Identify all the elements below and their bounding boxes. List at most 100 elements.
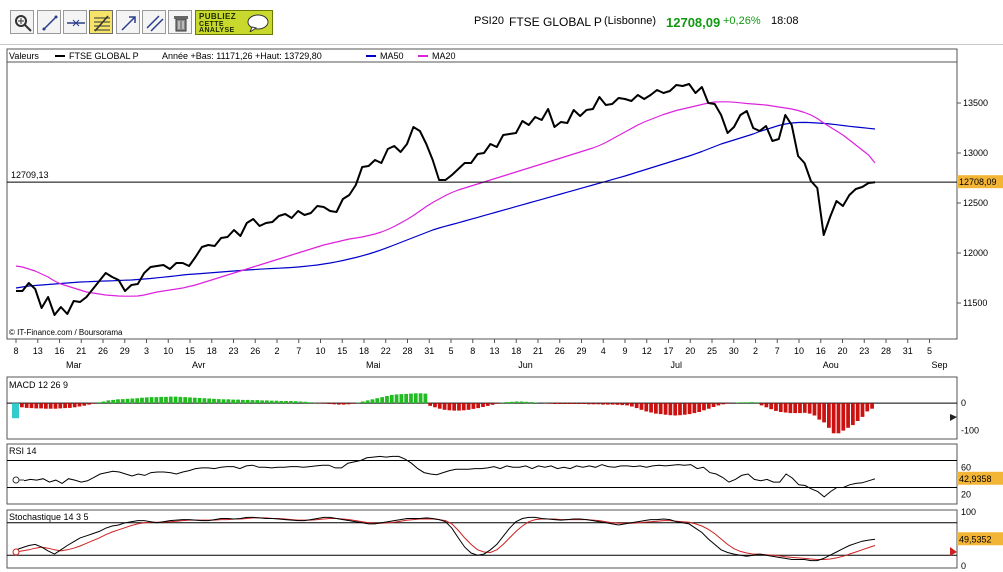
delete-tool-button[interactable]	[168, 10, 192, 34]
xtick-label: 18	[359, 346, 369, 356]
xtick-label: 30	[729, 346, 739, 356]
xtick-label: 20	[837, 346, 847, 356]
stochastic-panel: Stochastique 14 3 5 10050049,5352	[6, 507, 1003, 571]
reference-price-label: 12709,13	[11, 170, 49, 180]
stochastic-last-value: 49,5352	[959, 534, 992, 544]
macd-bar	[654, 403, 658, 414]
charts-canvas: Valeurs FTSE GLOBAL P Année +Bas: 11171,…	[6, 48, 1003, 571]
macd-bar	[817, 403, 822, 420]
macd-bar	[24, 403, 29, 408]
macd-bar	[265, 400, 269, 404]
parallel-lines-tool-button[interactable]	[142, 10, 166, 34]
speech-bubble-icon	[247, 14, 269, 32]
macd-bar	[332, 403, 336, 405]
trash-icon	[174, 16, 188, 32]
macd-bar	[29, 403, 34, 409]
macd-bar	[481, 403, 485, 407]
macd-bar	[740, 402, 745, 404]
macd-bar	[164, 396, 168, 404]
macd-bar	[389, 394, 394, 404]
macd-bar	[558, 403, 562, 404]
macd-bar	[577, 403, 581, 404]
zoom-tool-button[interactable]	[10, 10, 34, 34]
macd-scroll-arrow-icon[interactable]	[950, 414, 957, 421]
xtick-label: 2	[753, 346, 758, 356]
macd-bar	[586, 403, 591, 405]
macd-bar	[241, 399, 245, 404]
xtick-label: 9	[622, 346, 627, 356]
xtick-label: 13	[489, 346, 499, 356]
parallel-lines-icon	[146, 15, 164, 32]
price-header-label: Valeurs	[9, 51, 39, 61]
macd-bar	[769, 403, 774, 410]
price-ytick-label: 12000	[963, 248, 988, 258]
horizontal-line-tool-button[interactable]	[63, 10, 87, 34]
ad-line-3: ANALYSE	[199, 27, 235, 34]
macd-bar	[361, 401, 365, 404]
macd-bar	[77, 403, 82, 407]
trend-arrow-icon	[121, 16, 136, 31]
macd-bar	[639, 403, 644, 410]
macd-bar	[519, 401, 524, 404]
quote-change: +0,26%	[723, 15, 761, 27]
macd-bar	[346, 403, 351, 405]
macd-bar	[461, 403, 466, 411]
macd-bar	[188, 397, 192, 404]
stochastic-handle-icon[interactable]	[12, 548, 20, 556]
macd-bar	[274, 400, 279, 404]
month-label: Avr	[192, 360, 205, 370]
horizontal-line-icon	[67, 19, 85, 27]
price-ytick-label: 13500	[963, 98, 988, 108]
macd-bar	[111, 399, 116, 404]
rsi-ytick-label: 60	[961, 462, 971, 472]
macd-bar	[745, 402, 750, 404]
xtick-label: 13	[33, 346, 43, 356]
month-label: Jun	[518, 360, 533, 370]
xtick-label: 4	[601, 346, 606, 356]
draw-line-tool-button[interactable]	[37, 10, 61, 34]
rsi-handle-icon[interactable]	[12, 476, 20, 484]
macd-bar	[245, 399, 250, 404]
macd-bar	[798, 403, 802, 414]
draw-line-icon	[42, 15, 58, 31]
macd-bar	[92, 403, 96, 404]
macd-bar	[466, 403, 471, 410]
macd-signal-marker	[12, 403, 19, 419]
macd-bar	[130, 398, 135, 404]
macd-bar	[860, 403, 865, 417]
rsi-ytick-label: 20	[961, 489, 971, 499]
macd-bar	[865, 403, 870, 412]
macd-bar	[173, 396, 178, 404]
macd-bar	[596, 403, 601, 405]
macd-bar	[668, 403, 673, 416]
macd-bar	[413, 393, 418, 404]
copyright-text: © IT-Finance.com / Boursorama	[9, 328, 123, 337]
macd-bar	[423, 393, 428, 404]
fibonacci-tool-button[interactable]	[89, 10, 113, 34]
macd-bar	[168, 396, 173, 404]
macd-panel: MACD 12 26 9 0 -100	[6, 376, 979, 440]
price-ytick-label: 13000	[963, 148, 988, 158]
macd-bar	[678, 403, 682, 416]
macd-bar	[284, 401, 288, 404]
xtick-label: 29	[576, 346, 586, 356]
macd-bar	[673, 403, 678, 416]
macd-bar	[207, 398, 212, 404]
macd-bar	[682, 403, 687, 415]
macd-bar	[562, 403, 567, 404]
macd-bar	[221, 399, 226, 404]
stochastic-scroll-arrow-icon[interactable]	[950, 547, 957, 556]
macd-bar	[457, 403, 461, 411]
stochastic-k-line	[15, 516, 876, 562]
macd-bar	[144, 397, 149, 404]
macd-bar	[846, 403, 850, 428]
trend-arrow-tool-button[interactable]	[116, 10, 140, 34]
publish-analysis-button[interactable]: PUBLIEZ CETTE ANALYSE	[195, 10, 273, 35]
macd-bar	[106, 400, 111, 404]
macd-bar	[101, 401, 106, 404]
macd-bar	[476, 403, 481, 409]
macd-bar	[394, 394, 399, 404]
ma20-line	[15, 101, 876, 297]
ad-line-2: CETTE	[199, 21, 224, 28]
xtick-label: 31	[424, 346, 434, 356]
